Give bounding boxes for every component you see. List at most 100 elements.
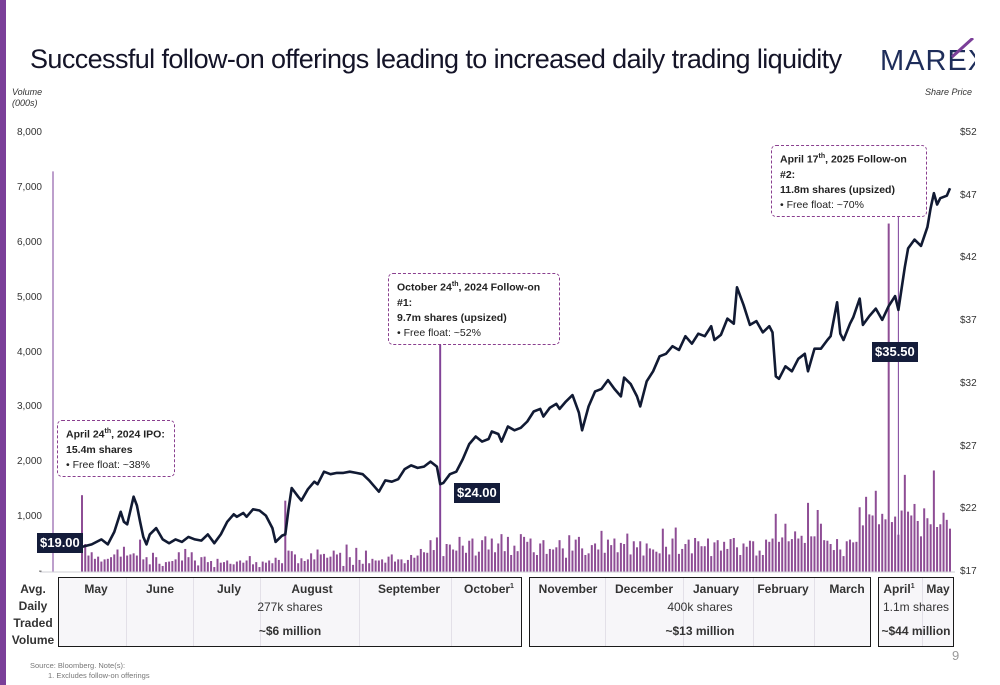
volume-bar: [852, 542, 855, 572]
volume-bar: [594, 543, 597, 572]
volume-bar: [823, 540, 826, 572]
volume-bar: [497, 543, 500, 572]
volume-bar: [739, 554, 742, 572]
volume-bar: [139, 539, 142, 572]
volume-bar: [784, 523, 787, 572]
volume-bar: [829, 544, 832, 572]
volume-bar: [945, 519, 948, 572]
volume-bar: [103, 559, 106, 572]
volume-bar: [332, 550, 335, 572]
volume-bar: [406, 559, 409, 572]
volume-bar: [161, 565, 164, 572]
page-title: Successful follow-on offerings leading t…: [30, 44, 842, 74]
volume-bar: [742, 543, 745, 572]
volume-bar: [616, 552, 619, 572]
volume-bar: [394, 561, 396, 572]
follow-on-2-price-tag: $35.50: [872, 342, 918, 362]
volume-bar: [681, 548, 684, 572]
volume-bar: [868, 514, 871, 572]
volume-bar: [926, 518, 929, 572]
volume-bar: [768, 541, 771, 572]
month-label-june: June: [145, 582, 175, 596]
volume-bar: [245, 560, 248, 572]
volume-bar: [445, 544, 448, 572]
volume-bar: [639, 541, 642, 572]
page-number: 9: [952, 648, 960, 663]
volume-bar: [516, 551, 519, 572]
volume-bar: [484, 536, 487, 572]
volume-bar: [674, 527, 677, 572]
volume-bar: [619, 542, 622, 572]
volume-bar: [468, 540, 471, 572]
volume-bar: [148, 564, 151, 572]
volume-bar: [565, 557, 568, 572]
volume-bar: [723, 541, 726, 572]
volume-bar: [871, 515, 874, 572]
volume-bar: [377, 560, 380, 572]
volume-bar: [861, 525, 864, 572]
volume-bar: [452, 549, 455, 572]
volume-bar: [687, 539, 690, 572]
volume-bar: [464, 552, 467, 572]
volume-bar: [132, 553, 135, 572]
volume-bar: [884, 519, 887, 572]
volume-bar: [949, 528, 951, 572]
volume-bar: [239, 560, 242, 572]
volume-bar: [903, 474, 906, 572]
month-label-december: December: [614, 582, 674, 596]
volume-bar: [816, 509, 819, 572]
volume-bar: [597, 549, 600, 572]
left-axis-tick: 2,000: [16, 456, 42, 468]
volume-bar: [145, 557, 148, 572]
volume-bar: [842, 556, 845, 572]
volume-bar: [803, 542, 806, 572]
volume-bar: [913, 503, 916, 572]
volume-bar: [774, 513, 777, 572]
volume-bar: [878, 524, 881, 572]
volume-bar: [339, 552, 342, 572]
volume-bar: [610, 545, 613, 572]
period-3-shares: 1.1m shares: [882, 600, 950, 614]
month-label-february: February: [757, 582, 809, 596]
volume-bar: [503, 551, 506, 572]
volume-bar: [661, 528, 664, 572]
volume-bar: [519, 534, 522, 572]
volume-bar: [748, 540, 751, 572]
volume-bar: [226, 560, 229, 572]
volume-bar: [910, 515, 913, 572]
volume-bar: [494, 552, 497, 572]
period-2-value: ~$13 million: [665, 624, 735, 638]
right-axis-tick: $22: [960, 503, 977, 515]
volume-bar: [584, 554, 587, 572]
brand-accent-bar: [0, 0, 6, 685]
volume-bars: [81, 223, 951, 573]
volume-bar: [542, 540, 545, 572]
volume-bar: [890, 522, 893, 572]
volume-bar: [271, 563, 274, 572]
volume-bar: [258, 567, 261, 572]
volume-bar: [548, 548, 551, 572]
volume-bar: [210, 561, 213, 572]
volume-bar: [932, 470, 935, 572]
volume-bar: [697, 541, 700, 572]
volume-bar: [645, 543, 648, 572]
volume-bar: [900, 510, 903, 572]
volume-bar: [677, 553, 680, 572]
avg-volume-panel-period-3: April1 May 1.1m shares ~$44 million: [878, 577, 954, 647]
avg-volume-panel-period-2: November December January February March…: [529, 577, 871, 647]
volume-bar: [800, 535, 803, 572]
volume-bar: [90, 552, 93, 572]
volume-bar: [648, 548, 651, 572]
volume-bar: [745, 546, 748, 572]
volume-bar: [881, 513, 884, 572]
volume-bar: [558, 540, 561, 572]
volume-bar: [658, 553, 661, 572]
volume-bar: [919, 536, 922, 572]
volume-bar: [752, 541, 755, 572]
volume-bar: [290, 551, 293, 572]
volume-bar: [887, 223, 890, 573]
volume-bar: [845, 541, 848, 572]
volume-bar: [171, 561, 174, 572]
follow-on-2-callout: April 17th, 2025 Follow-on #2: 11.8m sha…: [771, 145, 927, 217]
volume-bar: [177, 552, 180, 572]
